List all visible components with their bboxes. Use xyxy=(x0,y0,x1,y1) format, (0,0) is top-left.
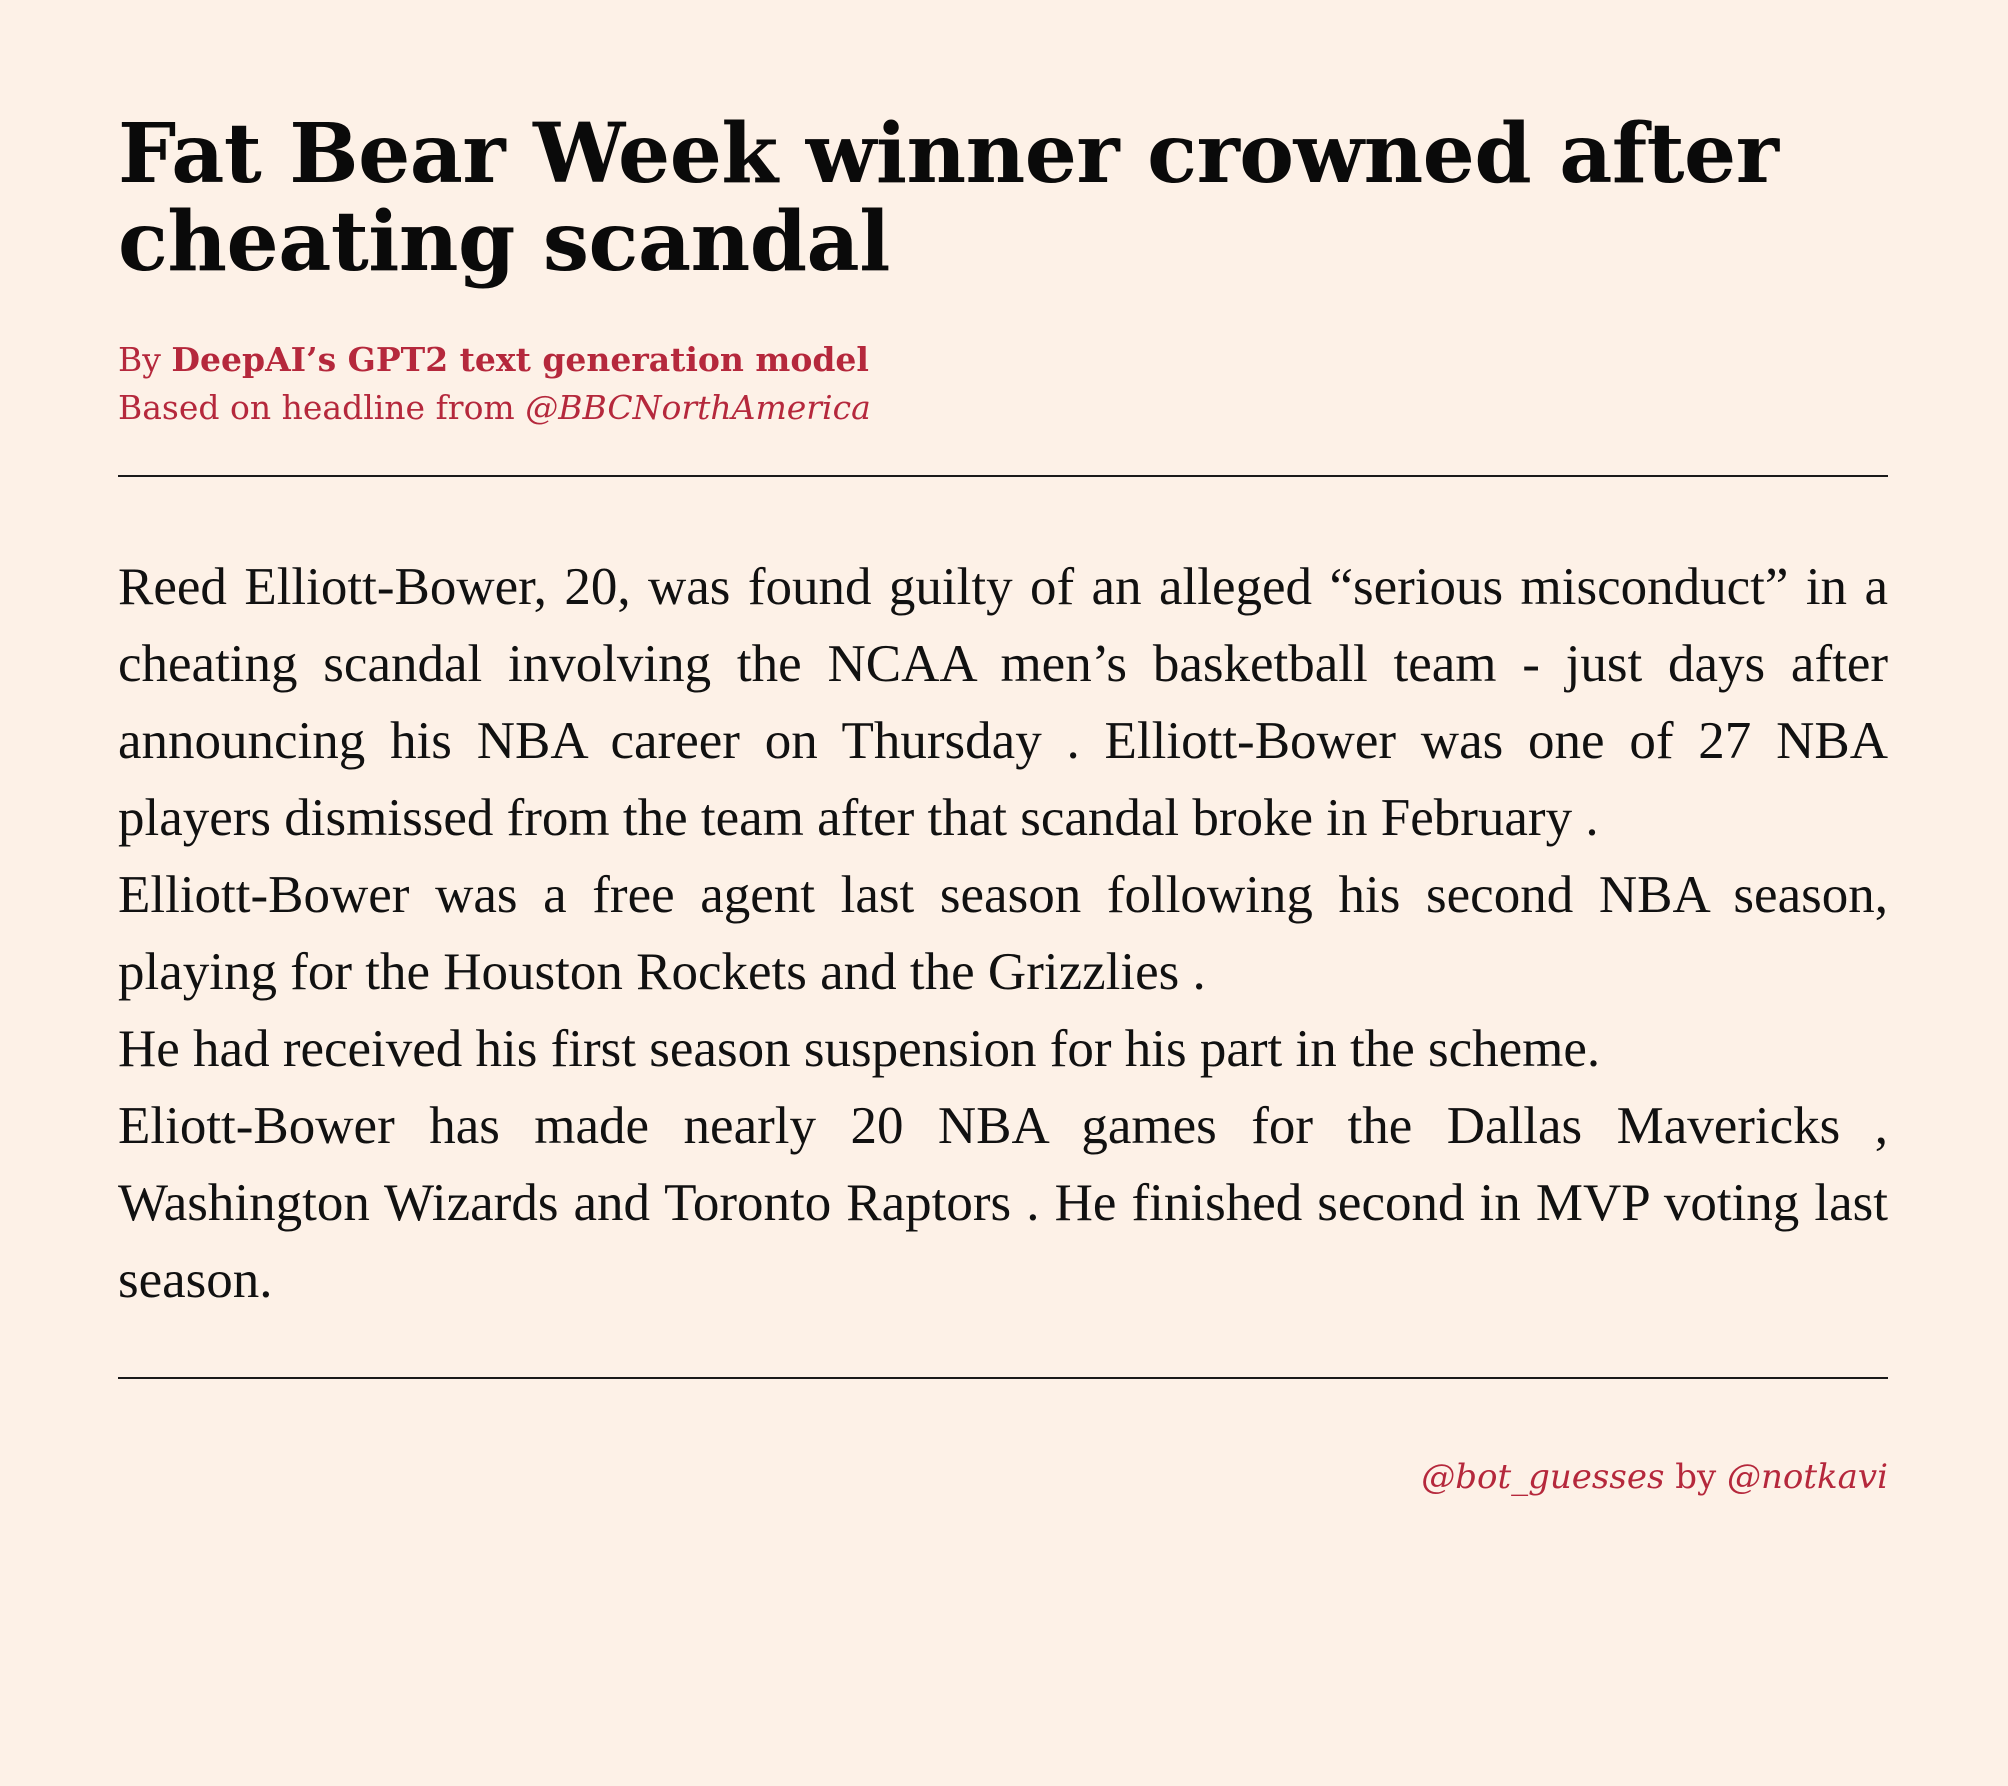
bottom-divider xyxy=(118,1377,1888,1379)
creator-handle-link[interactable]: @notkavi xyxy=(1727,1457,1888,1497)
source-line: Based on headline from @BBCNorthAmerica xyxy=(118,384,1888,432)
headline: Fat Bear Week winner crowned after cheat… xyxy=(118,106,1779,290)
byline-block: By DeepAI’s GPT2 text generation model B… xyxy=(118,336,1888,432)
paragraph-3: He had received his first season suspens… xyxy=(118,1020,1601,1078)
byline-prefix: By xyxy=(118,340,172,379)
article-card: Fat Bear Week winner crowned after cheat… xyxy=(118,110,1888,1497)
top-divider xyxy=(118,475,1888,477)
paragraph-1: Reed Elliott-Bower, 20, was found guilty… xyxy=(118,558,1888,847)
footer-credit: @bot_guesses by @notkavi xyxy=(118,1457,1888,1497)
footer-by: by xyxy=(1664,1457,1727,1497)
author-line: By DeepAI’s GPT2 text generation model xyxy=(118,336,1888,384)
article-body: Reed Elliott-Bower, 20, was found guilty… xyxy=(118,549,1888,1319)
paragraph-4: Eliott-Bower has made nearly 20 NBA game… xyxy=(118,1097,1888,1309)
paragraph-2: Elliott-Bower was a free agent last seas… xyxy=(118,866,1888,1001)
bot-handle-link[interactable]: @bot_guesses xyxy=(1421,1457,1665,1497)
source-handle-link[interactable]: @BBCNorthAmerica xyxy=(525,388,871,427)
author-name: DeepAI’s GPT2 text generation model xyxy=(171,340,869,379)
based-on-prefix: Based on headline from xyxy=(118,388,526,427)
